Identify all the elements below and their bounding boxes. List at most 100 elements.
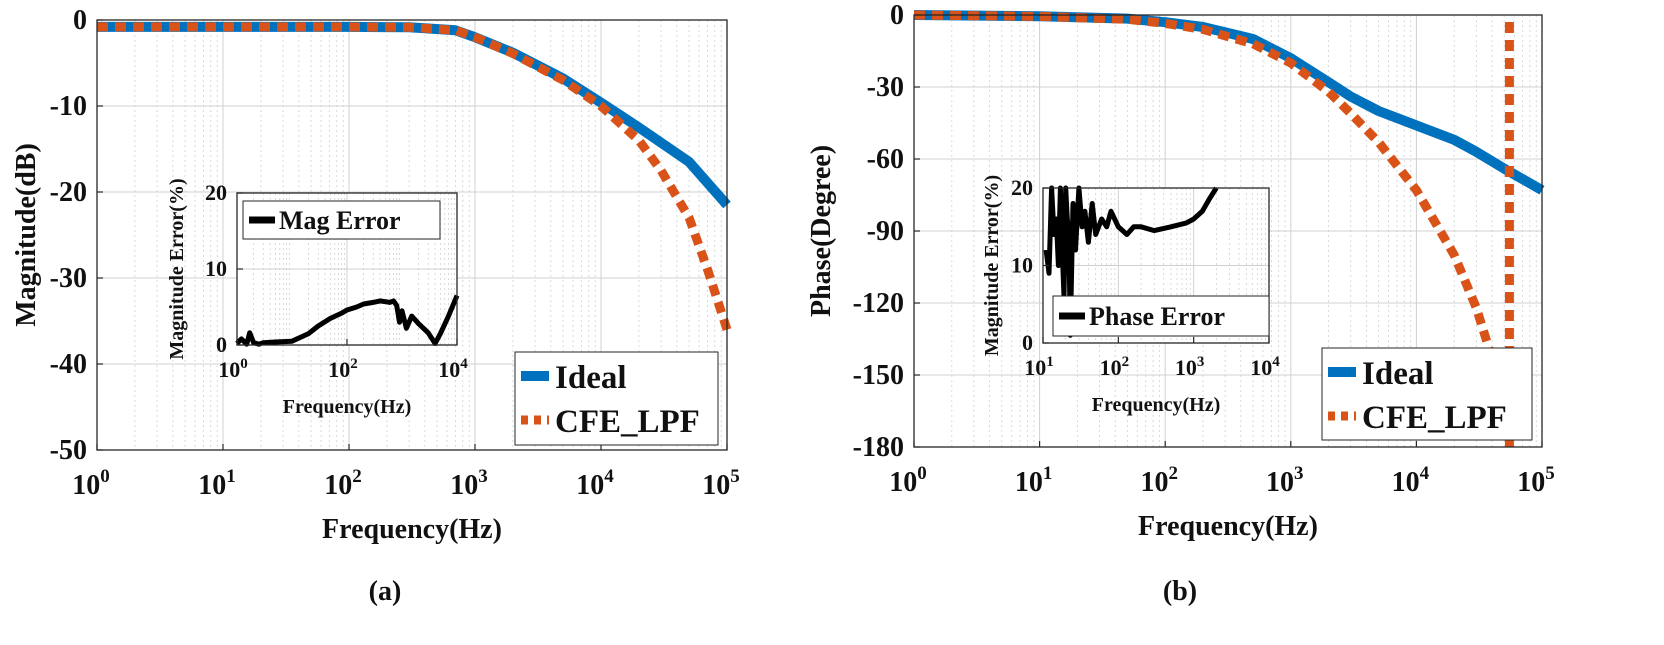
panel-b-inset-x-tick-label: 102 bbox=[1100, 354, 1130, 380]
panel-a-inset-x-tick-exponent: 0 bbox=[240, 356, 248, 372]
panel-a-inset-x-tick-base: 10 bbox=[438, 357, 460, 382]
panel-a-inset-x-tick-base: 10 bbox=[328, 357, 350, 382]
panel-b-inset-x-tick-exponent: 3 bbox=[1197, 354, 1205, 370]
panel-b-inset-legend-box bbox=[1052, 295, 1270, 337]
panel-a-legend-label: CFE_LPF bbox=[555, 404, 700, 440]
panel-a-x-tick-base: 10 bbox=[576, 470, 604, 501]
panel-b-inset-chart: 101 102 103 10401020Frequency(Hz)Magnitude … bbox=[981, 175, 1280, 416]
panel-b-x-tick-base: 10 bbox=[1015, 467, 1043, 498]
panel-a-x-tick-label: 104 bbox=[576, 466, 614, 501]
panel-b-inset-x-tick-base: 10 bbox=[1024, 355, 1046, 380]
panel-b-x-tick-exponent: 1 bbox=[1043, 463, 1053, 484]
panel-b-y-tick-label: -180 bbox=[853, 432, 904, 463]
panel-b-inset-x-tick-exponent: 2 bbox=[1122, 354, 1130, 370]
panel-b-x-tick-base: 10 bbox=[1517, 467, 1545, 498]
panel-a-inset-legend-label: Mag Error bbox=[279, 206, 401, 235]
panel-b-x-tick-label: 100 bbox=[889, 463, 927, 498]
panel-a-x-tick-base: 10 bbox=[450, 470, 478, 501]
panel-b-x-tick-label: 103 bbox=[1266, 463, 1304, 498]
panel-a-inset-x-tick-exponent: 2 bbox=[350, 356, 358, 372]
panel-b-x-tick-label: 101 bbox=[1015, 463, 1053, 498]
panel-b-inset-x-tick-base: 10 bbox=[1250, 355, 1272, 380]
panel-b-x-tick-base: 10 bbox=[1392, 467, 1420, 498]
panel-b-legend-box bbox=[1321, 347, 1533, 441]
panel-a-y-tick-label: 0 bbox=[73, 5, 87, 36]
panel-a-x-tick-exponent: 0 bbox=[100, 466, 110, 487]
panel-b-x-axis-label: Frequency(Hz) bbox=[1138, 511, 1318, 542]
panel-b-inset-y-axis-label: Magnitude Error(%) bbox=[981, 175, 1003, 356]
panel-a-y-axis-label: Magnitude(dB) bbox=[11, 143, 42, 327]
panel-b-inset-x-tick-exponent: 4 bbox=[1272, 354, 1280, 370]
panel-a-y-tick-label: -50 bbox=[50, 435, 87, 466]
panel-b-legend: Ideal CFE_LPF bbox=[1321, 347, 1533, 441]
panel-a-x-tick-label: 102 bbox=[324, 466, 362, 501]
panel-a-y-tick-label: -20 bbox=[50, 177, 87, 208]
panel-a-x-tick-base: 10 bbox=[72, 470, 100, 501]
panel-b-inset-x-tick-label: 103 bbox=[1175, 354, 1205, 380]
panel-b-inset-legend: Phase Error bbox=[1052, 295, 1270, 337]
panel-b-inset-y-tick-label: 0 bbox=[1022, 330, 1033, 355]
panel-b-x-tick-label: 102 bbox=[1140, 463, 1178, 498]
panel-a-x-tick-exponent: 2 bbox=[352, 466, 362, 487]
panel-a-x-tick-exponent: 5 bbox=[730, 466, 740, 487]
panel-b-x-tick-exponent: 4 bbox=[1420, 463, 1430, 484]
panel-b-y-tick-label: -120 bbox=[853, 288, 904, 319]
panel-b-legend-label: Ideal bbox=[1362, 356, 1434, 392]
panel-b-panel-label: (b) bbox=[1163, 576, 1197, 607]
panel-b-x-tick-exponent: 5 bbox=[1545, 463, 1555, 484]
panel-b-chart: 100 101 102 103 104 1050-30-60-90-120-150-180… bbox=[806, 0, 1555, 607]
panel-b-x-tick-label: 104 bbox=[1392, 463, 1430, 498]
panel-a-x-tick-exponent: 3 bbox=[478, 466, 488, 487]
panel-b-x-tick-exponent: 3 bbox=[1294, 463, 1304, 484]
panel-a-x-tick-base: 10 bbox=[198, 470, 226, 501]
panel-a-inset-series-mag-error bbox=[235, 294, 460, 347]
panel-a-inset-x-tick-label: 104 bbox=[438, 356, 468, 382]
panel-b-legend-label: CFE_LPF bbox=[1362, 400, 1507, 436]
panel-a-inset-legend-box bbox=[242, 200, 441, 240]
panel-a-y-tick-label: -40 bbox=[50, 349, 87, 380]
panel-a-x-tick-label: 105 bbox=[702, 466, 740, 501]
panel-a-panel-label: (a) bbox=[369, 576, 402, 607]
panel-a-inset-x-tick-label: 100 bbox=[218, 356, 248, 382]
panel-a-inset-x-tick-base: 10 bbox=[218, 357, 240, 382]
panel-b-inset-legend-label: Phase Error bbox=[1089, 302, 1225, 331]
panel-a-y-tick-label: -30 bbox=[50, 263, 87, 294]
panel-b-inset-x-tick-label: 101 bbox=[1024, 354, 1054, 380]
panel-a-inset-x-tick-exponent: 4 bbox=[460, 356, 468, 372]
panel-b-inset-x-tick-exponent: 1 bbox=[1046, 354, 1054, 370]
panel-a-series-cfe-lpf bbox=[97, 22, 732, 331]
panel-b-x-tick-exponent: 2 bbox=[1168, 463, 1178, 484]
panel-b-x-tick-base: 10 bbox=[1140, 467, 1168, 498]
panel-a-x-tick-label: 103 bbox=[450, 466, 488, 501]
panel-b-inset-series-phase-error bbox=[1043, 185, 1219, 338]
panel-b-inset-x-tick-base: 10 bbox=[1175, 355, 1197, 380]
panel-a-inset-legend: Mag Error bbox=[242, 200, 441, 240]
panel-a-x-tick-base: 10 bbox=[702, 470, 730, 501]
panel-a-inset-y-tick-label: 0 bbox=[216, 332, 227, 357]
panel-a-x-tick-exponent: 4 bbox=[604, 466, 614, 487]
panel-b-x-tick-base: 10 bbox=[889, 467, 917, 498]
panel-b-x-tick-exponent: 0 bbox=[917, 463, 927, 484]
panel-b-y-tick-label: -150 bbox=[853, 360, 904, 391]
panel-b-inset-x-tick-base: 10 bbox=[1100, 355, 1122, 380]
panel-a-legend-label: Ideal bbox=[555, 360, 627, 396]
panel-b-y-axis-label: Phase(Degree) bbox=[806, 145, 837, 317]
panel-a-legend-box bbox=[514, 351, 719, 446]
panel-b-x-tick-label: 105 bbox=[1517, 463, 1555, 498]
panel-a-inset-y-tick-label: 20 bbox=[205, 180, 227, 205]
panel-a-x-tick-exponent: 1 bbox=[226, 466, 236, 487]
panel-a-x-axis-label: Frequency(Hz) bbox=[322, 514, 502, 545]
panel-b-series-cfe-lpf bbox=[913, 10, 1509, 413]
panel-a-inset-y-axis-label: Magnitude Error(%) bbox=[166, 178, 188, 359]
panel-a-chart: 100 101 102 103 104 1050-10-20-30-40-50Freque… bbox=[11, 5, 740, 607]
panel-a-inset-x-tick-label: 102 bbox=[328, 356, 358, 382]
panel-b-y-tick-label: -90 bbox=[867, 216, 904, 247]
panel-b-y-tick-label: -60 bbox=[867, 144, 904, 175]
panel-b-inset-x-tick-label: 104 bbox=[1250, 354, 1280, 380]
panel-a-y-tick-label: -10 bbox=[50, 91, 87, 122]
panel-a-x-tick-label: 101 bbox=[198, 466, 236, 501]
panel-a-x-tick-label: 100 bbox=[72, 466, 110, 501]
panel-b-inset-y-tick-label: 10 bbox=[1011, 253, 1033, 278]
